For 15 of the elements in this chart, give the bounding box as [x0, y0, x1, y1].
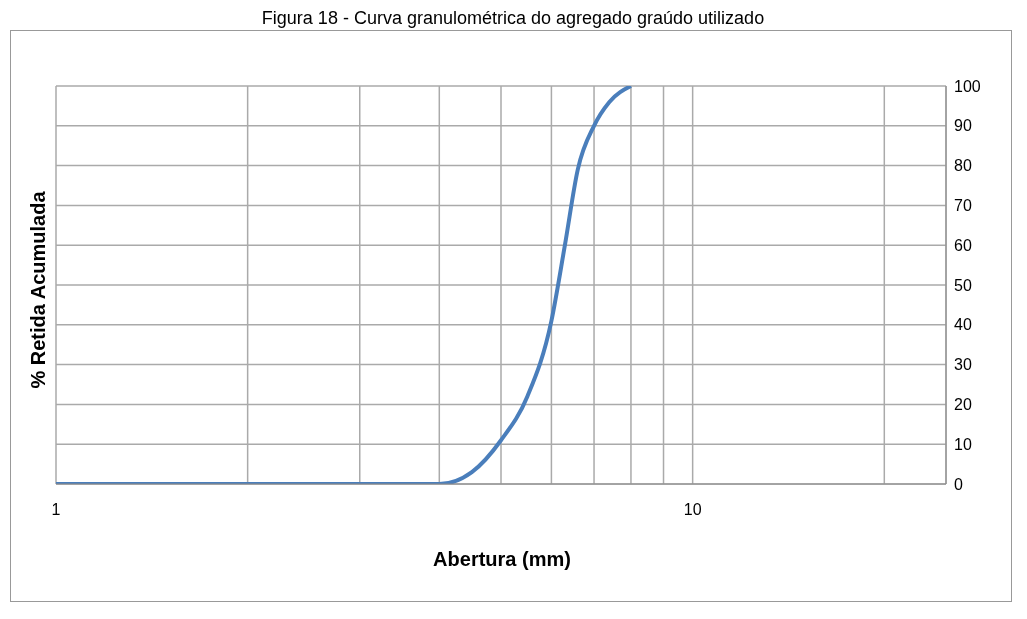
y-tick-label: 80 [954, 157, 972, 175]
y-tick-label: 100 [954, 77, 981, 95]
y-tick-label: 30 [954, 356, 972, 374]
chart-title: Figura 18 - Curva granulométrica do agregado graúdo utilizado [260, 8, 766, 29]
x-axis-title: Abertura (mm) [433, 548, 571, 571]
y-tick-label: 70 [954, 197, 972, 215]
y-tick-label: 90 [954, 117, 972, 135]
y-tick-label: 40 [954, 316, 972, 334]
y-axis-title: % Retida Acumulada [26, 191, 50, 389]
y-tick-label: 20 [954, 396, 972, 414]
y-tick-label: 60 [954, 236, 972, 254]
x-tick-label: 1 [51, 501, 61, 519]
y-tick-label: 10 [954, 435, 972, 453]
y-tick-label: 0 [954, 475, 963, 493]
y-tick-label: 50 [954, 276, 972, 294]
